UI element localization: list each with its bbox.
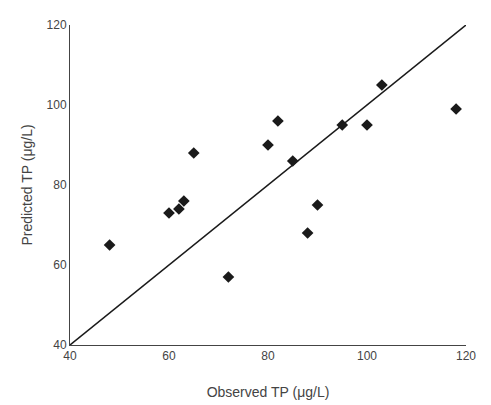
svg-text:60: 60 (162, 349, 176, 363)
svg-text:100: 100 (357, 349, 377, 363)
svg-text:Observed TP (μg/L): Observed TP (μg/L) (207, 384, 330, 400)
svg-text:60: 60 (53, 258, 67, 272)
svg-text:120: 120 (456, 349, 476, 363)
svg-text:40: 40 (63, 349, 77, 363)
svg-text:100: 100 (47, 98, 67, 112)
svg-text:80: 80 (53, 178, 67, 192)
svg-text:80: 80 (261, 349, 275, 363)
svg-text:120: 120 (47, 18, 67, 32)
svg-text:Predicted TP (μg/L): Predicted TP (μg/L) (19, 124, 35, 245)
svg-text:40: 40 (53, 338, 67, 352)
